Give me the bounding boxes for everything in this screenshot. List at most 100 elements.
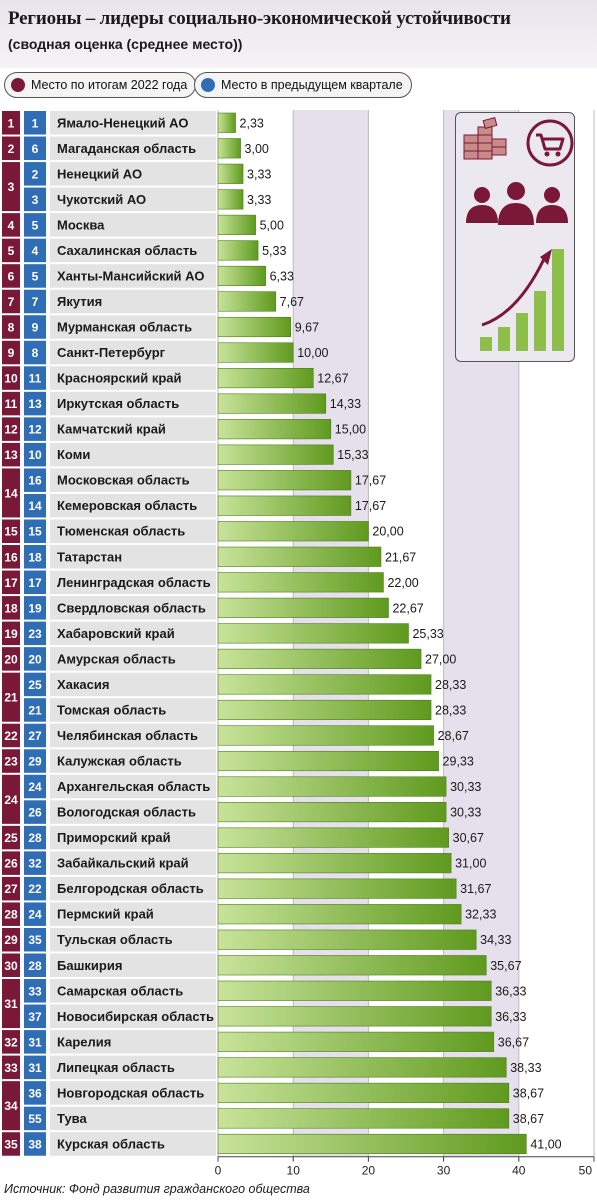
region-label: Липецкая область [57,1060,175,1075]
previous-rank-box [24,1055,46,1080]
previous-rank-label: 20 [28,652,42,666]
shopping-cart-icon [526,119,574,167]
bar [217,699,432,721]
previous-rank-box [24,953,46,978]
previous-rank-box [24,825,46,850]
region-label-bg [50,442,216,467]
region-label-bg [50,213,216,237]
region-label-bg [50,979,216,1003]
bar [217,1031,495,1052]
region-label-bg [50,902,216,926]
region-label: Якутия [57,294,102,309]
previous-rank-label: 24 [28,780,42,794]
current-rank-label: 21 [4,691,18,705]
bar [217,904,462,925]
region-label: Красноярский край [57,371,181,386]
bar-value-label: 29,33 [443,755,474,769]
chart-title: Регионы – лидеры социально-экономической… [8,8,511,29]
region-label: Самарская область [57,983,183,998]
bar-value-label: 17,67 [355,474,386,488]
previous-rank-box [24,1132,46,1156]
current-rank-label: 25 [4,831,18,845]
region-label: Московская область [57,473,190,488]
bar-value-label: 12,67 [317,372,348,386]
bar-value-label: 36,33 [495,1010,526,1024]
region-label: Приморский край [57,830,171,845]
previous-rank-box [24,800,46,824]
region-label-bg [50,187,216,212]
current-rank-label: 34 [4,1099,18,1113]
previous-rank-label: 55 [28,1112,42,1126]
bar [217,648,422,669]
previous-rank-label: 16 [28,474,42,488]
bar [217,623,409,644]
previous-rank-label: 9 [32,321,39,335]
current-rank-box [2,1030,20,1054]
region-label: Хакасия [57,677,109,692]
previous-rank-label: 5 [32,218,39,232]
previous-rank-box [24,238,46,263]
region-label-bg [50,136,216,161]
current-rank-label: 31 [4,997,18,1011]
current-rank-box [2,468,20,518]
x-tick-label: 0 [215,1164,222,1178]
region-label: Калужская область [57,754,182,769]
region-label-bg [50,672,216,697]
bar [217,1057,507,1078]
current-rank-label: 13 [4,448,18,462]
legend-label-previous: Место в предыдущем квартале [221,78,403,92]
region-label-bg [50,749,216,773]
previous-rank-label: 3 [32,193,39,207]
previous-rank-box [24,621,46,646]
bar [217,980,492,1001]
region-label: Хабаровский край [57,626,175,641]
bar [217,546,382,567]
region-label: Новосибирская область [57,1009,214,1024]
region-label-bg [50,315,216,339]
current-rank-box [2,570,20,595]
previous-rank-label: 36 [28,1086,42,1100]
region-label-bg [50,519,216,544]
bar-value-label: 38,67 [513,1112,544,1126]
region-label: Чукотский АО [57,192,146,207]
region-label-bg [50,647,216,671]
previous-rank-box [24,1081,46,1105]
header-band: Регионы – лидеры социально-экономической… [0,0,597,68]
region-label-bg [50,723,216,748]
previous-rank-box [24,570,46,595]
region-label: Санкт-Петербург [57,345,166,360]
previous-rank-label: 4 [32,244,39,258]
x-tick-label: 50 [579,1164,593,1178]
bar-value-label: 28,67 [438,729,469,743]
bar [217,1082,510,1103]
bar-value-label: 14,33 [330,397,361,411]
current-rank-box [2,111,20,135]
bar [217,265,266,287]
current-rank-label: 4 [8,218,15,232]
previous-rank-box [24,698,46,722]
current-rank-box [2,621,20,646]
current-rank-label: 17 [4,576,18,590]
previous-rank-label: 7 [32,295,39,309]
region-label: Кемеровская область [57,498,197,513]
region-label-bg [50,570,216,595]
bar-value-label: 34,33 [480,933,511,947]
region-label-bg [50,1004,216,1029]
current-rank-box [2,213,20,237]
bar-value-label: 31,67 [460,882,491,896]
legend-item-previous: Место в предыдущем квартале [194,72,412,98]
bar [217,750,439,772]
current-rank-label: 23 [4,755,18,769]
current-rank-label: 3 [8,180,15,194]
current-rank-box [2,1132,20,1156]
previous-rank-label: 28 [28,831,42,845]
previous-rank-box [24,136,46,161]
bar-value-label: 20,00 [372,525,403,539]
previous-rank-box [24,340,46,365]
bar [217,367,314,389]
current-rank-label: 27 [4,882,18,896]
current-rank-label: 14 [4,486,18,500]
current-rank-label: 16 [4,550,18,564]
previous-rank-box [24,289,46,314]
bar-value-label: 3,00 [245,142,269,156]
